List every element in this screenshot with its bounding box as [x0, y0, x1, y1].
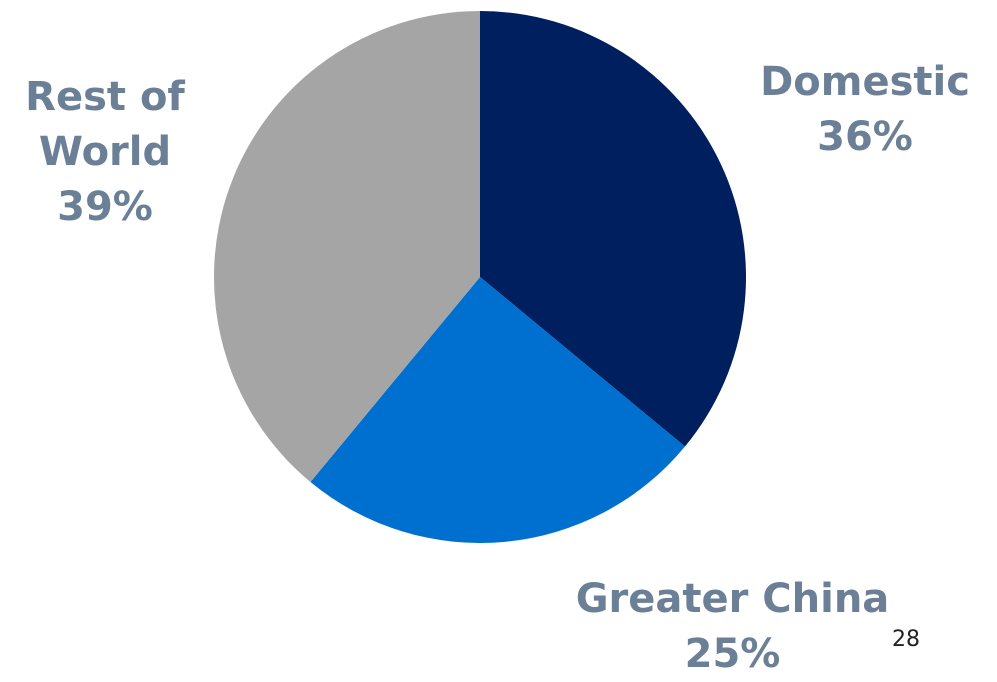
greater-china-percent: 25%: [684, 631, 781, 677]
rest-of-world-label-line1: Rest of: [25, 74, 185, 120]
greater-china-label: Greater China 25%: [575, 572, 890, 682]
pie-slice-domestic: [480, 11, 747, 447]
pie-slice-greater-china: [310, 277, 685, 544]
domestic-percent: 36%: [817, 114, 913, 160]
domestic-label: Domestic 36%: [760, 55, 970, 165]
rest-of-world-label-line2: World: [38, 129, 172, 175]
rest-of-world-percent: 39%: [57, 184, 153, 230]
pie-chart: [214, 10, 747, 544]
domestic-label-name: Domestic: [760, 59, 970, 105]
pie-slice-rest-of-world: [214, 10, 480, 482]
greater-china-label-name: Greater China: [575, 576, 890, 622]
page-number: 28: [892, 627, 920, 652]
rest-of-world-label: Rest of World 39%: [20, 70, 190, 235]
